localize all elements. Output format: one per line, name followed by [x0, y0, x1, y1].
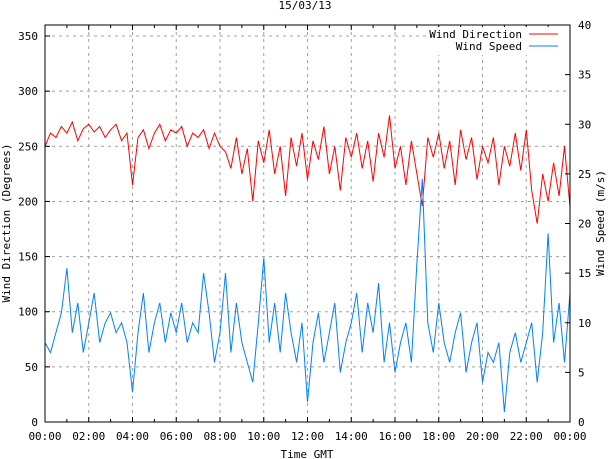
x-tick-label: 20:00	[466, 430, 499, 443]
y-tick-label: 350	[18, 30, 38, 43]
x-tick-label: 06:00	[160, 430, 193, 443]
y2-tick-label: 0	[578, 416, 585, 429]
y2-tick-label: 35	[578, 69, 591, 82]
x-tick-label: 08:00	[203, 430, 236, 443]
x-axis-label: Time GMT	[281, 448, 334, 459]
y2-tick-label: 40	[578, 19, 591, 32]
x-tick-label: 18:00	[422, 430, 455, 443]
x-tick-label: 04:00	[116, 430, 149, 443]
y2-tick-label: 15	[578, 267, 591, 280]
x-tick-label: 12:00	[291, 430, 324, 443]
legend: Wind Direction Wind Speed	[429, 27, 568, 55]
x-tick-label: 00:00	[28, 430, 61, 443]
y-tick-label: 50	[25, 361, 38, 374]
x-tick-label: 16:00	[378, 430, 411, 443]
y-tick-label: 100	[18, 306, 38, 319]
series-line-wind-direction	[44, 115, 571, 224]
y-tick-label: 300	[18, 85, 38, 98]
chart-title: 15/03/13	[279, 0, 332, 12]
x-tick-label: 14:00	[335, 430, 368, 443]
legend-label-speed: Wind Speed	[456, 40, 522, 53]
series-line-wind-speed	[44, 178, 571, 413]
y2-tick-label: 10	[578, 317, 591, 330]
x-tick-label: 00:00	[553, 430, 586, 443]
y2-axis-label: Wind Speed (m/s)	[594, 170, 607, 276]
y-tick-label: 150	[18, 251, 38, 264]
y2-tick-label: 5	[578, 366, 585, 379]
y-tick-label: 250	[18, 140, 38, 153]
y-axis-label: Wind Direction (Degrees)	[0, 144, 13, 303]
x-tick-label: 10:00	[247, 430, 280, 443]
x-tick-label: 22:00	[510, 430, 543, 443]
y2-tick-label: 25	[578, 168, 591, 181]
y-tick-label: 0	[31, 416, 38, 429]
x-tick-label: 02:00	[72, 430, 105, 443]
y2-tick-label: 20	[578, 218, 591, 231]
legend-label-direction: Wind Direction	[429, 28, 522, 41]
y2-tick-label: 30	[578, 118, 591, 131]
y-tick-label: 200	[18, 195, 38, 208]
